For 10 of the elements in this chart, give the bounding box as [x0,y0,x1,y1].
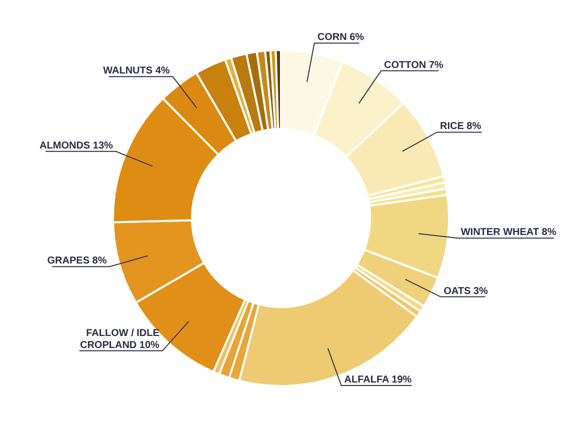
slice-label: ALFALFA 19% [344,374,412,386]
slice-label: WINTER WHEAT 8% [460,227,556,238]
slice-label: FALLOW / IDLE CROPLAND 10% [80,328,160,351]
slice-label: ALMONDS 13% [40,140,114,152]
slice-label: CORN 6% [317,32,364,44]
slice-label: COTTON 7% [384,60,444,71]
slice-label: WALNUTS 4% [103,66,170,77]
slice-label: RICE 8% [440,121,482,132]
slice-label: OATS 3% [444,286,488,297]
slice-label: GRAPES 8% [47,256,107,267]
